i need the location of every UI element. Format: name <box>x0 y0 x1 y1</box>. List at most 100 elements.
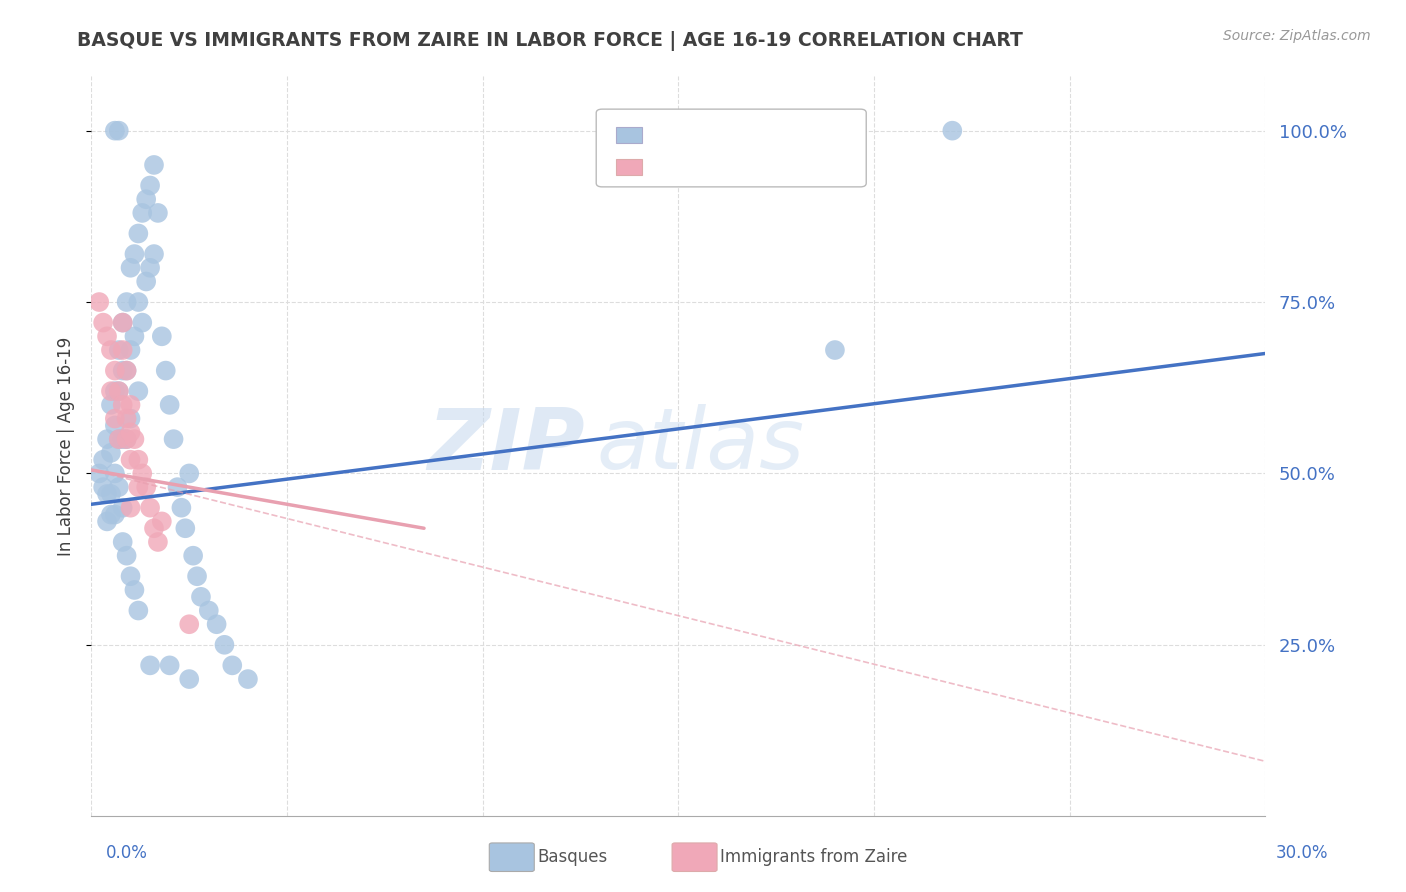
Point <box>115 363 138 377</box>
Point <box>104 418 127 433</box>
Point <box>120 398 142 412</box>
Point <box>179 617 201 632</box>
Point <box>139 178 162 193</box>
Point <box>91 452 114 467</box>
Point <box>824 343 846 357</box>
Point <box>181 549 204 563</box>
Point <box>174 521 197 535</box>
Point <box>96 432 118 446</box>
Point <box>186 569 208 583</box>
Point <box>115 411 138 425</box>
Point <box>135 275 157 289</box>
Text: Basques: Basques <box>537 848 607 866</box>
Point <box>236 672 259 686</box>
Point <box>159 398 181 412</box>
Point <box>205 617 228 632</box>
Point <box>111 500 134 515</box>
Point <box>115 295 138 310</box>
Point <box>139 500 162 515</box>
Point <box>127 480 149 494</box>
Point <box>107 432 129 446</box>
Point <box>104 123 127 137</box>
Point <box>120 569 142 583</box>
Text: R = -0.156   N = 29: R = -0.156 N = 29 <box>654 158 817 176</box>
Point <box>143 158 166 172</box>
Point <box>124 329 146 343</box>
Point <box>150 515 173 529</box>
Point <box>127 295 149 310</box>
Point <box>107 384 129 399</box>
FancyBboxPatch shape <box>596 109 866 187</box>
Point <box>100 384 122 399</box>
Point <box>89 295 111 310</box>
Point <box>91 480 114 494</box>
Point <box>139 658 162 673</box>
Point <box>179 467 201 481</box>
Point <box>146 206 169 220</box>
Point <box>107 343 129 357</box>
Text: R =  0.167   N = 71: R = 0.167 N = 71 <box>654 126 815 144</box>
Point <box>941 123 963 137</box>
Point <box>146 535 169 549</box>
Point <box>120 411 142 425</box>
Point <box>135 480 157 494</box>
Point <box>111 343 134 357</box>
Text: Source: ZipAtlas.com: Source: ZipAtlas.com <box>1223 29 1371 43</box>
Text: 0.0%: 0.0% <box>105 844 148 862</box>
Text: Immigrants from Zaire: Immigrants from Zaire <box>720 848 907 866</box>
Point <box>111 316 134 330</box>
Point <box>107 384 129 399</box>
Bar <box>616 127 643 144</box>
Point <box>115 432 138 446</box>
Point <box>143 247 166 261</box>
Point <box>131 316 153 330</box>
Point <box>100 446 122 460</box>
Point <box>120 425 142 440</box>
Point <box>155 363 177 377</box>
Point <box>135 192 157 206</box>
Point <box>100 398 122 412</box>
Point <box>143 521 166 535</box>
Point <box>111 398 134 412</box>
Point <box>179 672 201 686</box>
Point <box>166 480 188 494</box>
Text: BASQUE VS IMMIGRANTS FROM ZAIRE IN LABOR FORCE | AGE 16-19 CORRELATION CHART: BASQUE VS IMMIGRANTS FROM ZAIRE IN LABOR… <box>77 31 1024 51</box>
Point <box>131 206 153 220</box>
Point <box>96 487 118 501</box>
Point <box>107 123 129 137</box>
Point <box>111 363 134 377</box>
Point <box>221 658 243 673</box>
Point <box>91 316 114 330</box>
Point <box>120 500 142 515</box>
Point <box>89 467 111 481</box>
Point <box>111 432 134 446</box>
Point <box>120 452 142 467</box>
Point <box>115 549 138 563</box>
Point <box>127 384 149 399</box>
Point <box>162 432 184 446</box>
Point <box>131 467 153 481</box>
Point <box>124 247 146 261</box>
Point <box>115 363 138 377</box>
Point <box>100 487 122 501</box>
Point <box>197 603 219 617</box>
Y-axis label: In Labor Force | Age 16-19: In Labor Force | Age 16-19 <box>58 336 76 556</box>
Point <box>104 467 127 481</box>
Bar <box>616 159 643 175</box>
Point <box>107 480 129 494</box>
Text: ZIP: ZIP <box>427 404 585 488</box>
Point <box>107 432 129 446</box>
Point <box>150 329 173 343</box>
Point <box>124 432 146 446</box>
Point <box>170 500 193 515</box>
Point <box>111 316 134 330</box>
Point <box>96 515 118 529</box>
Point <box>100 343 122 357</box>
Point <box>120 343 142 357</box>
Point <box>104 384 127 399</box>
Point <box>127 452 149 467</box>
Point <box>124 582 146 597</box>
Text: 30.0%: 30.0% <box>1277 844 1329 862</box>
Point <box>104 508 127 522</box>
Point <box>115 432 138 446</box>
